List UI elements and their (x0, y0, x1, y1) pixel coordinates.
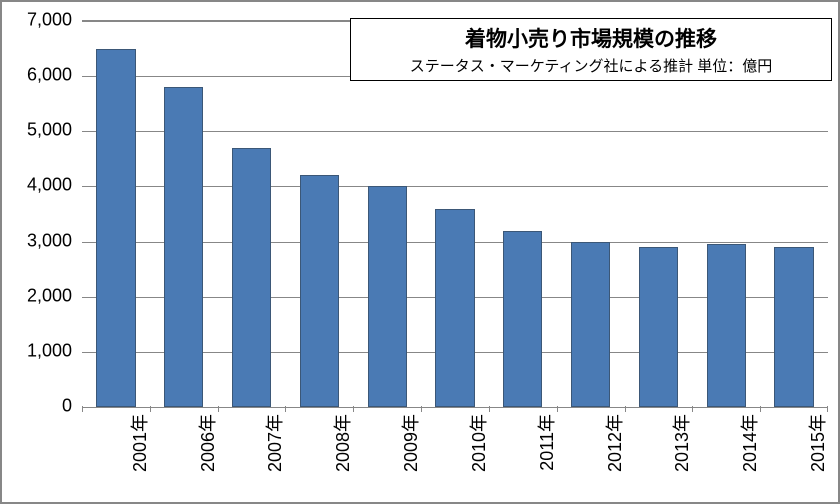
x-tickmark (150, 406, 151, 412)
x-tickmark (82, 406, 83, 412)
x-tick-label: 2015年 (804, 414, 830, 472)
x-tick-label: 2006年 (194, 414, 220, 472)
x-tick-label: 2012年 (601, 414, 627, 472)
bar (368, 186, 407, 407)
bar (96, 49, 135, 407)
bar (164, 87, 203, 407)
x-tickmark (760, 406, 761, 412)
bar (435, 209, 474, 408)
bar (571, 242, 610, 407)
y-tick-label: 2,000 (2, 285, 72, 306)
y-tick-label: 7,000 (2, 10, 72, 31)
bar (503, 231, 542, 407)
x-tickmark (218, 406, 219, 412)
bar (774, 247, 813, 407)
y-tick-label: 3,000 (2, 230, 72, 251)
bar (300, 175, 339, 407)
y-tick-label: 4,000 (2, 175, 72, 196)
y-tick-label: 0 (2, 396, 72, 417)
chart-title: 着物小売り市場規模の推移 (359, 23, 823, 53)
y-tick-label: 1,000 (2, 340, 72, 361)
x-tickmark (692, 406, 693, 412)
bar (639, 247, 678, 407)
bar (707, 244, 746, 407)
x-tickmark (625, 406, 626, 412)
x-tick-label: 2009年 (397, 414, 423, 472)
x-tickmark (421, 406, 422, 412)
x-tick-label: 2011年 (533, 414, 559, 471)
chart-container: 着物小売り市場規模の推移 ステータス・マーケティング社による推計 単位：億円 0… (0, 0, 840, 504)
chart-title-box: 着物小売り市場規模の推移 ステータス・マーケティング社による推計 単位：億円 (350, 18, 832, 81)
x-tickmark (285, 406, 286, 412)
x-tickmark (353, 406, 354, 412)
y-tick-label: 6,000 (2, 65, 72, 86)
x-tick-label: 2001年 (126, 414, 152, 472)
x-tick-label: 2010年 (465, 414, 491, 472)
x-tickmark (489, 406, 490, 412)
x-tick-label: 2008年 (329, 414, 355, 472)
x-tick-label: 2014年 (736, 414, 762, 472)
chart-subtitle: ステータス・マーケティング社による推計 単位：億円 (359, 55, 823, 76)
x-tickmark (557, 406, 558, 412)
x-tickmark (827, 406, 828, 412)
bar (232, 148, 271, 407)
gridline (82, 407, 828, 408)
x-tick-label: 2007年 (261, 414, 287, 472)
y-tick-label: 5,000 (2, 120, 72, 141)
x-tick-label: 2013年 (668, 414, 694, 472)
